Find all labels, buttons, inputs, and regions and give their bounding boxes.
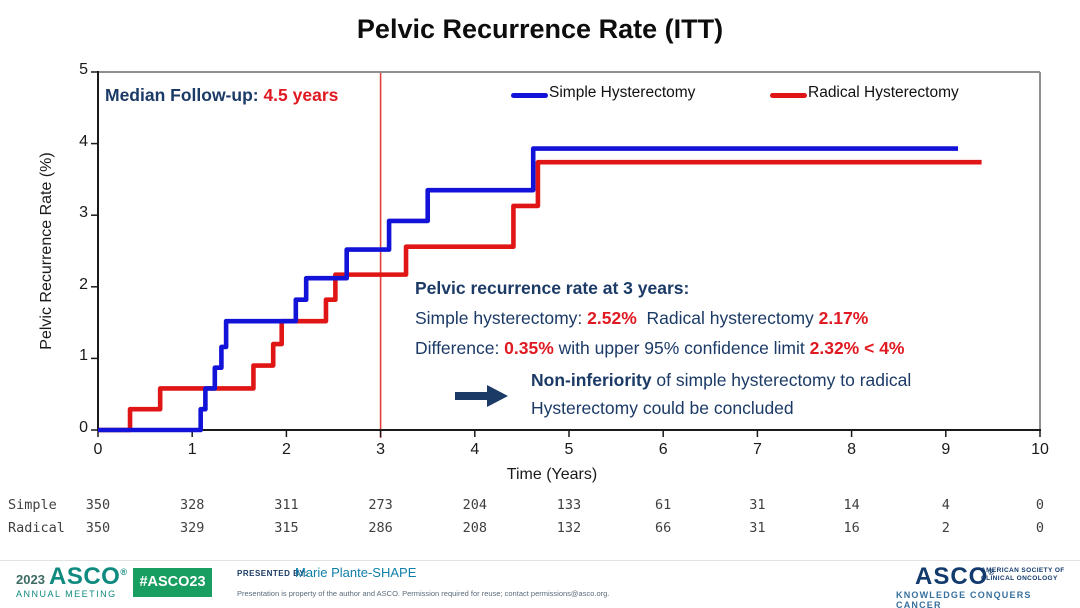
at-risk-value: 14 bbox=[843, 497, 860, 513]
asco-society-wordmark: ASCO bbox=[915, 563, 989, 590]
recurrence-annotation: Pelvic recurrence rate at 3 years: Simpl… bbox=[415, 273, 904, 363]
legend-label-simple: Simple Hysterectomy bbox=[549, 84, 696, 101]
at-risk-value: 16 bbox=[843, 520, 860, 536]
annotation-line-rates: Simple hysterectomy: 2.52% Radical hyste… bbox=[415, 303, 904, 333]
registered-mark: ® bbox=[120, 567, 128, 577]
annual-meeting-label: ANNUAL MEETING bbox=[16, 589, 117, 599]
curve-radical-hysterectomy bbox=[98, 159, 982, 433]
at-risk-value: 133 bbox=[556, 497, 582, 513]
at-risk-value: 0 bbox=[1035, 497, 1045, 513]
footer: 2023 ASCO® ANNUAL MEETING #ASCO23 PRESEN… bbox=[0, 560, 1080, 608]
presented-by-label: PRESENTED BY: bbox=[237, 569, 308, 578]
y-tick-label: 4 bbox=[79, 132, 88, 150]
simple-rate-label: Simple hysterectomy: bbox=[415, 308, 588, 328]
at-risk-value: 132 bbox=[556, 520, 582, 536]
x-tick-label: 1 bbox=[187, 441, 197, 458]
annotation-line-difference: Difference: 0.35% with upper 95% confide… bbox=[415, 333, 904, 363]
conclusion-rest: of simple hysterectomy to radical bbox=[651, 370, 912, 390]
conclusion-line1: Non-inferiority of simple hysterectomy t… bbox=[531, 366, 911, 394]
x-tick-label: 7 bbox=[752, 441, 762, 458]
x-tick-label: 2 bbox=[281, 441, 291, 458]
median-followup-note: Median Follow-up: 4.5 years bbox=[105, 85, 338, 106]
km-chart bbox=[91, 71, 1041, 438]
at-risk-value: 61 bbox=[655, 497, 672, 513]
at-risk-value: 328 bbox=[179, 497, 205, 513]
radical-rate-label: Radical hysterectomy bbox=[636, 308, 819, 328]
curve-simple-hysterectomy bbox=[98, 146, 959, 433]
simple-rate-value: 2.52% bbox=[587, 308, 637, 328]
radical-rate-value: 2.17% bbox=[818, 308, 869, 328]
at-risk-value: 311 bbox=[274, 497, 299, 513]
median-followup-value: 4.5 years bbox=[263, 85, 339, 105]
page-title: Pelvic Recurrence Rate (ITT) bbox=[356, 14, 724, 44]
permission-fine-print: Presentation is property of the author a… bbox=[237, 589, 610, 598]
at-risk-value: 204 bbox=[462, 497, 487, 513]
x-tick-label: 10 bbox=[1031, 441, 1049, 458]
presenter-name: Marie Plante-SHAPE bbox=[295, 565, 417, 580]
confidence-label: with upper 95% confidence limit bbox=[553, 338, 810, 358]
at-risk-value: 350 bbox=[85, 497, 111, 513]
at-risk-row-label: Radical bbox=[8, 520, 65, 536]
x-tick-label: 8 bbox=[847, 441, 857, 458]
y-tick-label: 0 bbox=[79, 419, 88, 436]
y-axis-title: Pelvic Recurrence Rate (%) bbox=[38, 152, 55, 350]
x-tick-label: 0 bbox=[93, 441, 103, 458]
at-risk-value: 315 bbox=[274, 520, 299, 536]
asco-wordmark: ASCO bbox=[49, 563, 121, 590]
x-tick-label: 5 bbox=[564, 441, 574, 458]
at-risk-value: 208 bbox=[462, 520, 487, 536]
society-name-line2: CLINICAL ONCOLOGY bbox=[981, 575, 1058, 582]
hashtag-badge: #ASCO23 bbox=[133, 568, 212, 597]
x-tick-label: 3 bbox=[376, 441, 386, 458]
difference-label: Difference: bbox=[415, 338, 505, 358]
x-tick-label: 6 bbox=[658, 441, 668, 458]
at-risk-value: 329 bbox=[179, 520, 205, 536]
meeting-year: 2023 bbox=[16, 572, 45, 587]
at-risk-value: 273 bbox=[368, 497, 393, 513]
registered-mark: ® bbox=[988, 568, 996, 577]
legend-label-radical: Radical Hysterectomy bbox=[808, 84, 959, 101]
at-risk-value: 31 bbox=[749, 520, 766, 536]
at-risk-value: 4 bbox=[941, 497, 950, 513]
y-tick-label: 2 bbox=[79, 275, 88, 293]
difference-value: 0.35% bbox=[504, 338, 554, 358]
y-tick-label: 3 bbox=[79, 204, 88, 222]
at-risk-value: 0 bbox=[1035, 520, 1045, 536]
x-axis-title: Time (Years) bbox=[506, 466, 598, 483]
asco-society-logo: ASCO® bbox=[915, 563, 995, 591]
y-tick-label: 5 bbox=[79, 61, 88, 78]
y-tick-label: 1 bbox=[79, 347, 88, 365]
at-risk-value: 66 bbox=[655, 520, 672, 536]
x-tick-label: 4 bbox=[470, 441, 480, 458]
median-followup-label: Median Follow-up: bbox=[105, 85, 264, 105]
x-tick-label: 9 bbox=[941, 441, 951, 458]
society-name-line1: AMERICAN SOCIETY OF bbox=[981, 567, 1065, 574]
conclusion-line2: Hysterectomy could be concluded bbox=[531, 398, 794, 418]
at-risk-row-label: Simple bbox=[8, 497, 57, 513]
at-risk-value: 350 bbox=[85, 520, 111, 536]
confidence-value: 2.32% < 4% bbox=[809, 338, 905, 358]
conclusion-bold: Non-inferiority bbox=[531, 370, 652, 390]
legend-swatch-radical bbox=[770, 93, 807, 98]
arrow-right-icon bbox=[455, 385, 508, 407]
conclusion-note: Non-inferiority of simple hysterectomy t… bbox=[531, 366, 911, 422]
at-risk-value: 286 bbox=[368, 520, 393, 536]
at-risk-value: 31 bbox=[749, 497, 766, 513]
legend-swatch-simple bbox=[511, 93, 548, 98]
asco-tagline: KNOWLEDGE CONQUERS CANCER bbox=[896, 590, 1032, 608]
at-risk-value: 2 bbox=[941, 520, 950, 536]
annotation-heading: Pelvic recurrence rate at 3 years: bbox=[415, 278, 690, 298]
asco-meeting-logo: ASCO® bbox=[49, 563, 127, 591]
